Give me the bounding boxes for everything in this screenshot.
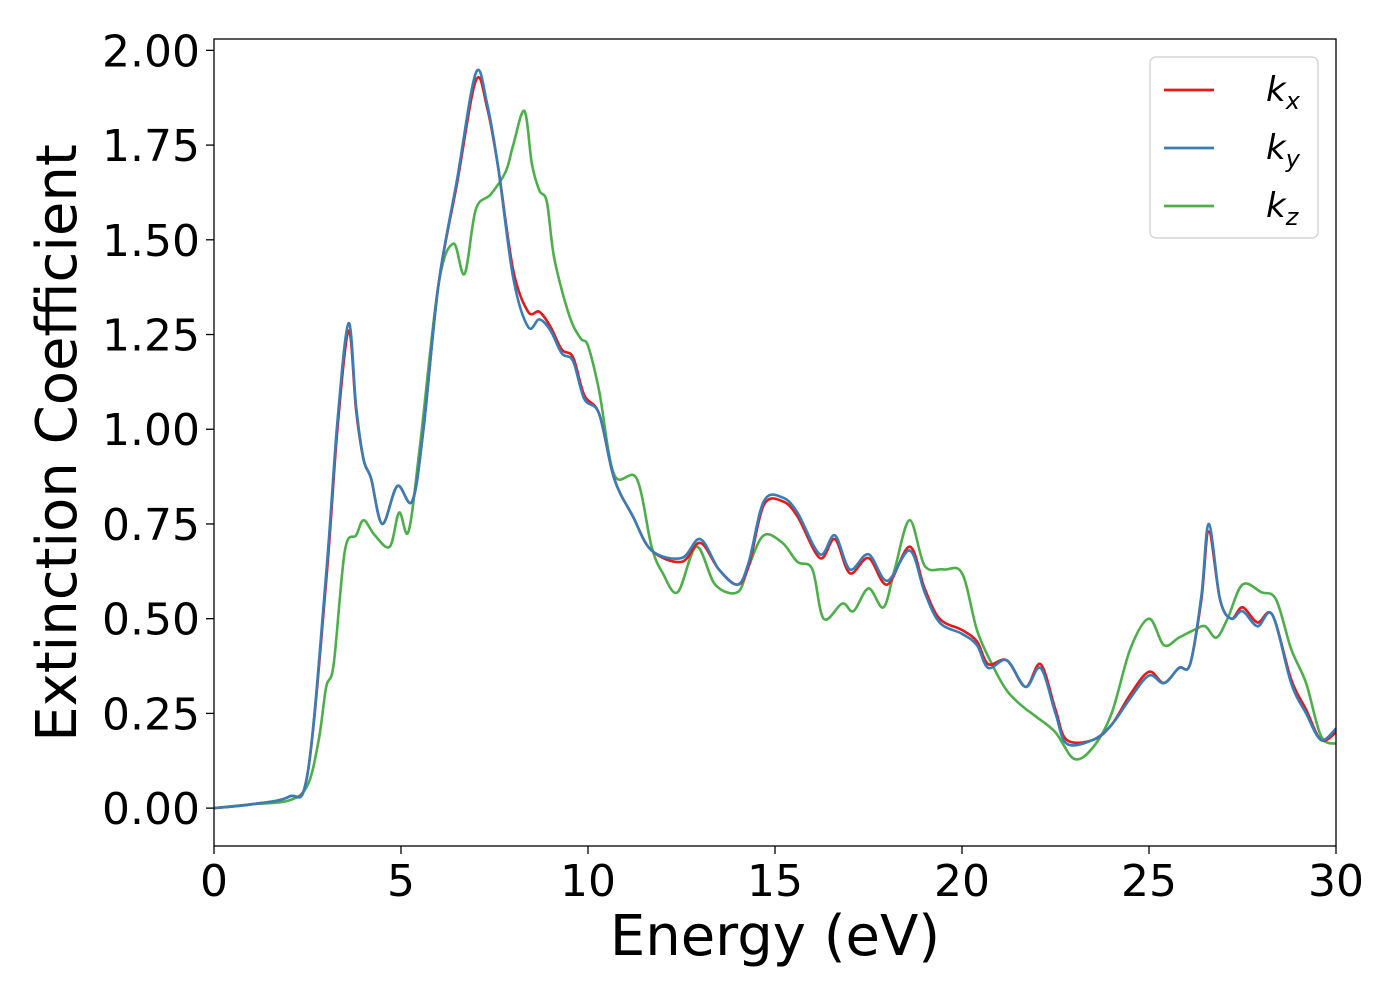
legend-label-z: kz bbox=[1266, 186, 1300, 231]
plot-area bbox=[214, 68, 1336, 810]
legend-label-x: kx bbox=[1266, 70, 1301, 115]
legend-box bbox=[1149, 56, 1319, 239]
y-tick-label: 0.25 bbox=[102, 689, 200, 740]
y-tick-label: 1.75 bbox=[102, 121, 200, 172]
x-tick-label: 10 bbox=[560, 856, 616, 907]
x-tick-label: 0 bbox=[200, 856, 228, 907]
legend-label-y: ky bbox=[1266, 128, 1301, 173]
y-axis-label: Extinction Coefficient bbox=[25, 144, 90, 742]
y-tick-label: 1.25 bbox=[102, 311, 200, 362]
y-tick-label: 0.75 bbox=[102, 500, 200, 551]
y-tick-label: 0.00 bbox=[102, 784, 200, 835]
axes: 0 5 10 15 20 25 30 0.00 0.25 0.50 0.75 1.00 1.25 1.50… bbox=[102, 26, 1364, 907]
x-tick-label: 20 bbox=[934, 856, 990, 907]
y-tick-label: 0.50 bbox=[102, 595, 200, 646]
legend: kx ky kz bbox=[1149, 56, 1319, 239]
x-axis-label: Energy (eV) bbox=[610, 904, 940, 969]
x-tick-label: 15 bbox=[747, 856, 803, 907]
y-tick-label: 2.00 bbox=[102, 26, 200, 77]
series-line-z bbox=[214, 109, 1336, 810]
x-tick-label: 30 bbox=[1308, 856, 1364, 907]
y-tick-label: 1.50 bbox=[102, 216, 200, 267]
y-tick-label: 1.00 bbox=[102, 405, 200, 456]
x-tick-label: 5 bbox=[387, 856, 415, 907]
series-line-y bbox=[214, 68, 1336, 810]
x-tick-label: 25 bbox=[1121, 856, 1177, 907]
